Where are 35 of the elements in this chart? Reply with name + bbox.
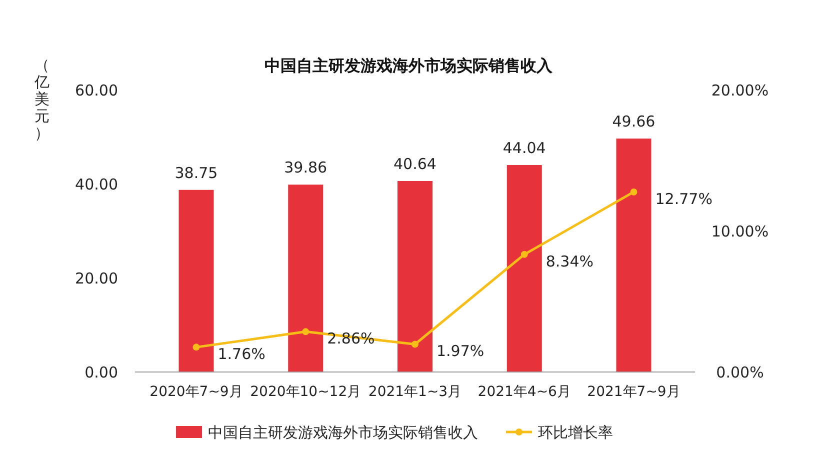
- point: [412, 340, 418, 348]
- legend-label: 环比增长率: [538, 423, 613, 442]
- data-label: 38.75: [174, 164, 218, 182]
- y-tick-label: 40.00: [75, 175, 118, 194]
- y-tick-label: 20.00: [75, 269, 118, 288]
- data-label: 8.34%: [546, 252, 594, 270]
- x-tick-label: 2021年4~6月: [478, 384, 571, 400]
- y-axis-title: （亿美元）: [34, 56, 50, 142]
- point: [302, 328, 310, 336]
- y2-tick-label: 20.00%: [711, 81, 769, 100]
- bar: [616, 138, 652, 372]
- bar: [398, 180, 432, 372]
- y2-tick-label: 0.00%: [716, 363, 764, 382]
- legend-label: 中国自主研发游戏海外市场实际销售收入: [208, 423, 478, 442]
- x-tick-label: 2020年10~12月: [250, 384, 362, 400]
- data-label: 12.77%: [655, 190, 712, 208]
- y-tick-label: 0.00: [84, 363, 118, 382]
- data-label: 39.86: [284, 158, 328, 177]
- point: [520, 250, 528, 258]
- bar: [178, 190, 214, 372]
- x-tick-label: 2021年7~9月: [587, 384, 680, 400]
- data-label: 40.64: [394, 154, 436, 173]
- data-label: 49.66: [612, 112, 656, 131]
- x-tick-label: 2020年7~9月: [150, 384, 243, 400]
- y-tick-label: 60.00: [75, 81, 118, 100]
- y2-tick-label: 10.00%: [711, 222, 769, 240]
- data-label: 1.97%: [436, 342, 484, 360]
- chart-title: 中国自主研发游戏海外市场实际销售收入: [264, 56, 554, 75]
- point: [192, 344, 200, 351]
- x-tick-label: 2021年1~3月: [368, 384, 462, 400]
- bar: [288, 184, 324, 372]
- data-label: 1.76%: [218, 345, 266, 364]
- point: [630, 188, 638, 196]
- data-label: 44.04: [502, 139, 546, 158]
- bar: [506, 165, 542, 372]
